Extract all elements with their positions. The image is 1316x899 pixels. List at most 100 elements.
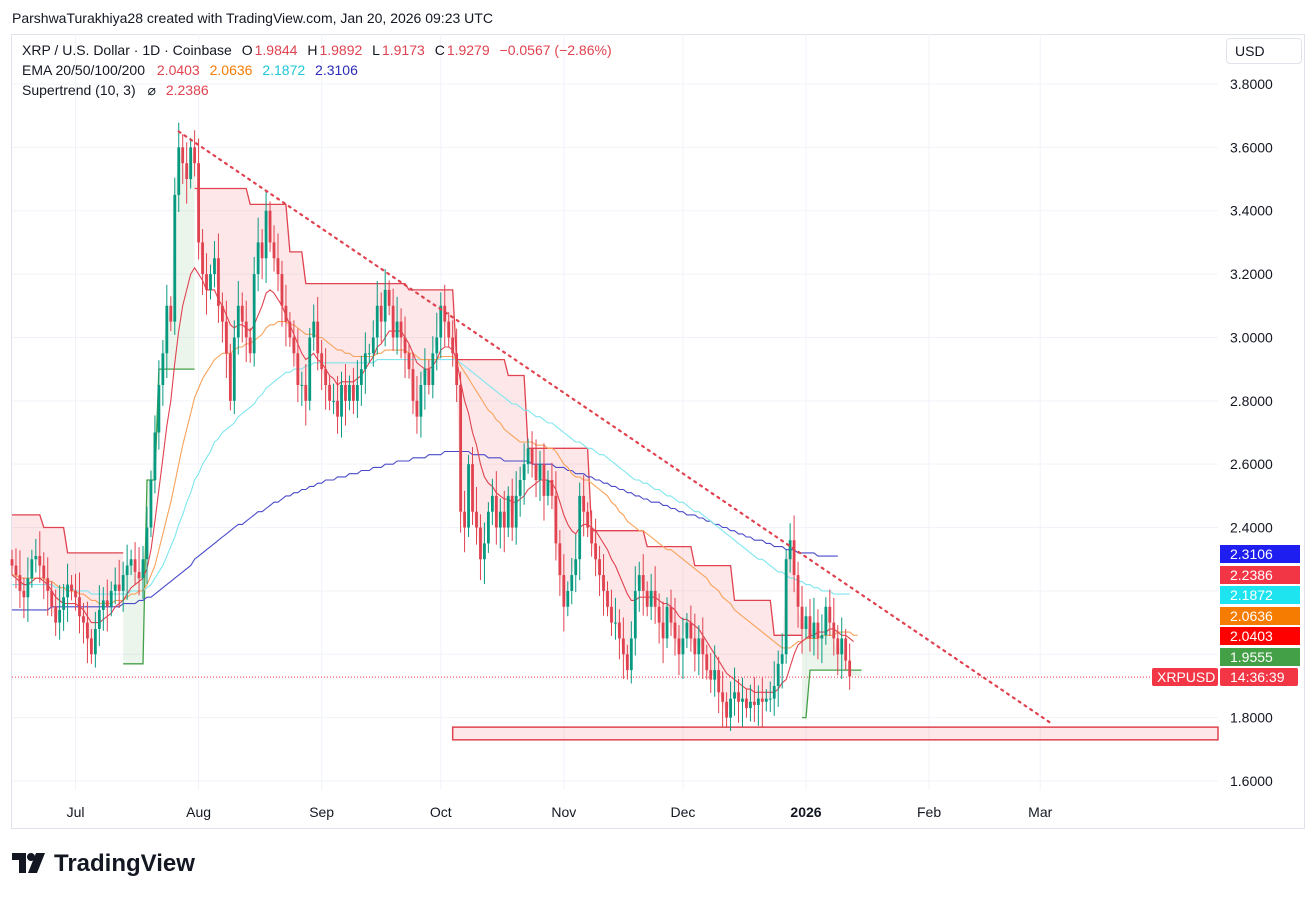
candle-body <box>530 448 534 465</box>
candle-body <box>371 337 375 354</box>
time-tick-label: Oct <box>430 804 452 820</box>
candle-body <box>483 543 486 560</box>
candle-body <box>181 147 185 164</box>
candle-body <box>109 590 113 607</box>
candle-body <box>133 559 137 572</box>
candle-body <box>546 480 550 496</box>
candle-body <box>113 584 117 591</box>
candle-body <box>352 384 355 401</box>
supertrend-fill <box>456 359 802 718</box>
chart-credit: ParshwaTurakhiya28 created with TradingV… <box>12 10 493 26</box>
price-tick-label: 1.8000 <box>1230 710 1273 726</box>
symbol-legend[interactable]: XRP / U.S. Dollar · 1D · Coinbase O 1.984… <box>22 42 614 58</box>
candle-body <box>387 289 391 306</box>
symbol-title[interactable]: XRP / U.S. Dollar · 1D · Coinbase <box>22 42 232 58</box>
candle-body <box>320 353 324 370</box>
price-tick-label: 2.8000 <box>1230 393 1273 409</box>
high-value: 1.9892 <box>319 42 363 58</box>
candle-body <box>490 495 494 512</box>
candle-body <box>407 353 411 370</box>
candle-body <box>70 584 73 591</box>
candle-body <box>645 590 649 607</box>
candle-body <box>542 464 546 496</box>
candle-body <box>808 616 812 639</box>
candle-body <box>209 274 212 290</box>
candle-body <box>768 698 772 700</box>
ema-legend[interactable]: EMA 20/50/100/200 2.0403 2.0636 2.1872 2… <box>22 62 360 78</box>
candle-body <box>487 511 490 544</box>
candle-body <box>494 495 498 528</box>
candle-body <box>506 495 510 528</box>
candle-body <box>479 527 482 560</box>
candle-body <box>14 565 18 576</box>
candle-body <box>804 616 808 629</box>
candle-body <box>657 606 661 623</box>
candle-body <box>332 400 335 402</box>
candle-body <box>788 540 792 560</box>
supertrend-layer <box>12 147 862 719</box>
supertrend-legend[interactable]: Supertrend (10, 3) ⌀ 2.2386 <box>22 82 211 99</box>
ema200-badge: 2.3106 <box>1220 545 1300 563</box>
candle-body <box>264 210 268 259</box>
candle-body <box>205 274 208 290</box>
candle-body <box>598 559 601 576</box>
candle-body <box>177 147 181 195</box>
candle-body <box>185 163 189 180</box>
candle-body <box>153 432 157 481</box>
candle-body <box>749 701 752 709</box>
candle-body <box>169 305 173 322</box>
open-value: 1.9844 <box>254 42 298 58</box>
price-tick-label: 2.4000 <box>1230 520 1273 536</box>
candle-body <box>602 575 605 591</box>
candle-body <box>125 565 129 576</box>
close-label: C <box>434 42 445 58</box>
candle-body <box>161 353 165 385</box>
candle-body <box>399 321 403 338</box>
candle-body <box>248 337 252 354</box>
candle-body <box>101 600 105 610</box>
candle-body <box>363 353 367 370</box>
candle-body <box>316 321 320 354</box>
ema50-value: 2.0636 <box>209 62 253 78</box>
price-tick-label: 3.6000 <box>1230 139 1273 155</box>
candle-body <box>423 369 427 385</box>
candle-body <box>558 543 562 576</box>
candle-body <box>129 559 133 566</box>
visibility-icon[interactable]: ⌀ <box>147 82 156 98</box>
candle-body <box>344 384 347 401</box>
candle-body <box>614 622 617 624</box>
candle-body <box>193 147 197 164</box>
candle-body <box>447 321 451 338</box>
candle-body <box>689 622 693 639</box>
candle-body <box>661 622 665 639</box>
close-value: 1.9279 <box>446 42 490 58</box>
candle-body <box>121 575 125 591</box>
candle-body <box>737 692 740 702</box>
candle-body <box>606 590 609 607</box>
time-tick-label: Mar <box>1028 804 1052 820</box>
candle-body <box>54 606 58 623</box>
candle-body <box>475 511 478 528</box>
candle-body <box>157 384 161 433</box>
currency-selector[interactable]: USD <box>1226 38 1302 64</box>
candle-body <box>776 663 780 686</box>
candle-body <box>800 606 804 629</box>
candle-body <box>435 337 439 354</box>
ema-label[interactable]: EMA 20/50/100/200 <box>22 62 145 78</box>
time-tick-label: Sep <box>309 804 334 820</box>
candle-body <box>74 590 77 598</box>
candle-body <box>641 575 645 591</box>
supertrend-line <box>456 358 802 636</box>
candle-body <box>498 511 502 528</box>
candle-body <box>10 559 14 566</box>
candle-body <box>46 578 50 591</box>
supertrend-label[interactable]: Supertrend (10, 3) <box>22 82 136 98</box>
tradingview-logo[interactable]: TradingView <box>12 850 195 878</box>
candle-body <box>828 606 832 623</box>
candle-body <box>197 163 200 243</box>
candle-body <box>355 384 359 401</box>
candle-body <box>812 622 816 639</box>
price-axis: 3.8000 3.6000 3.4000 3.2000 3.0000 2.8000 2.60… <box>1230 76 1273 789</box>
candle-body <box>824 606 828 636</box>
